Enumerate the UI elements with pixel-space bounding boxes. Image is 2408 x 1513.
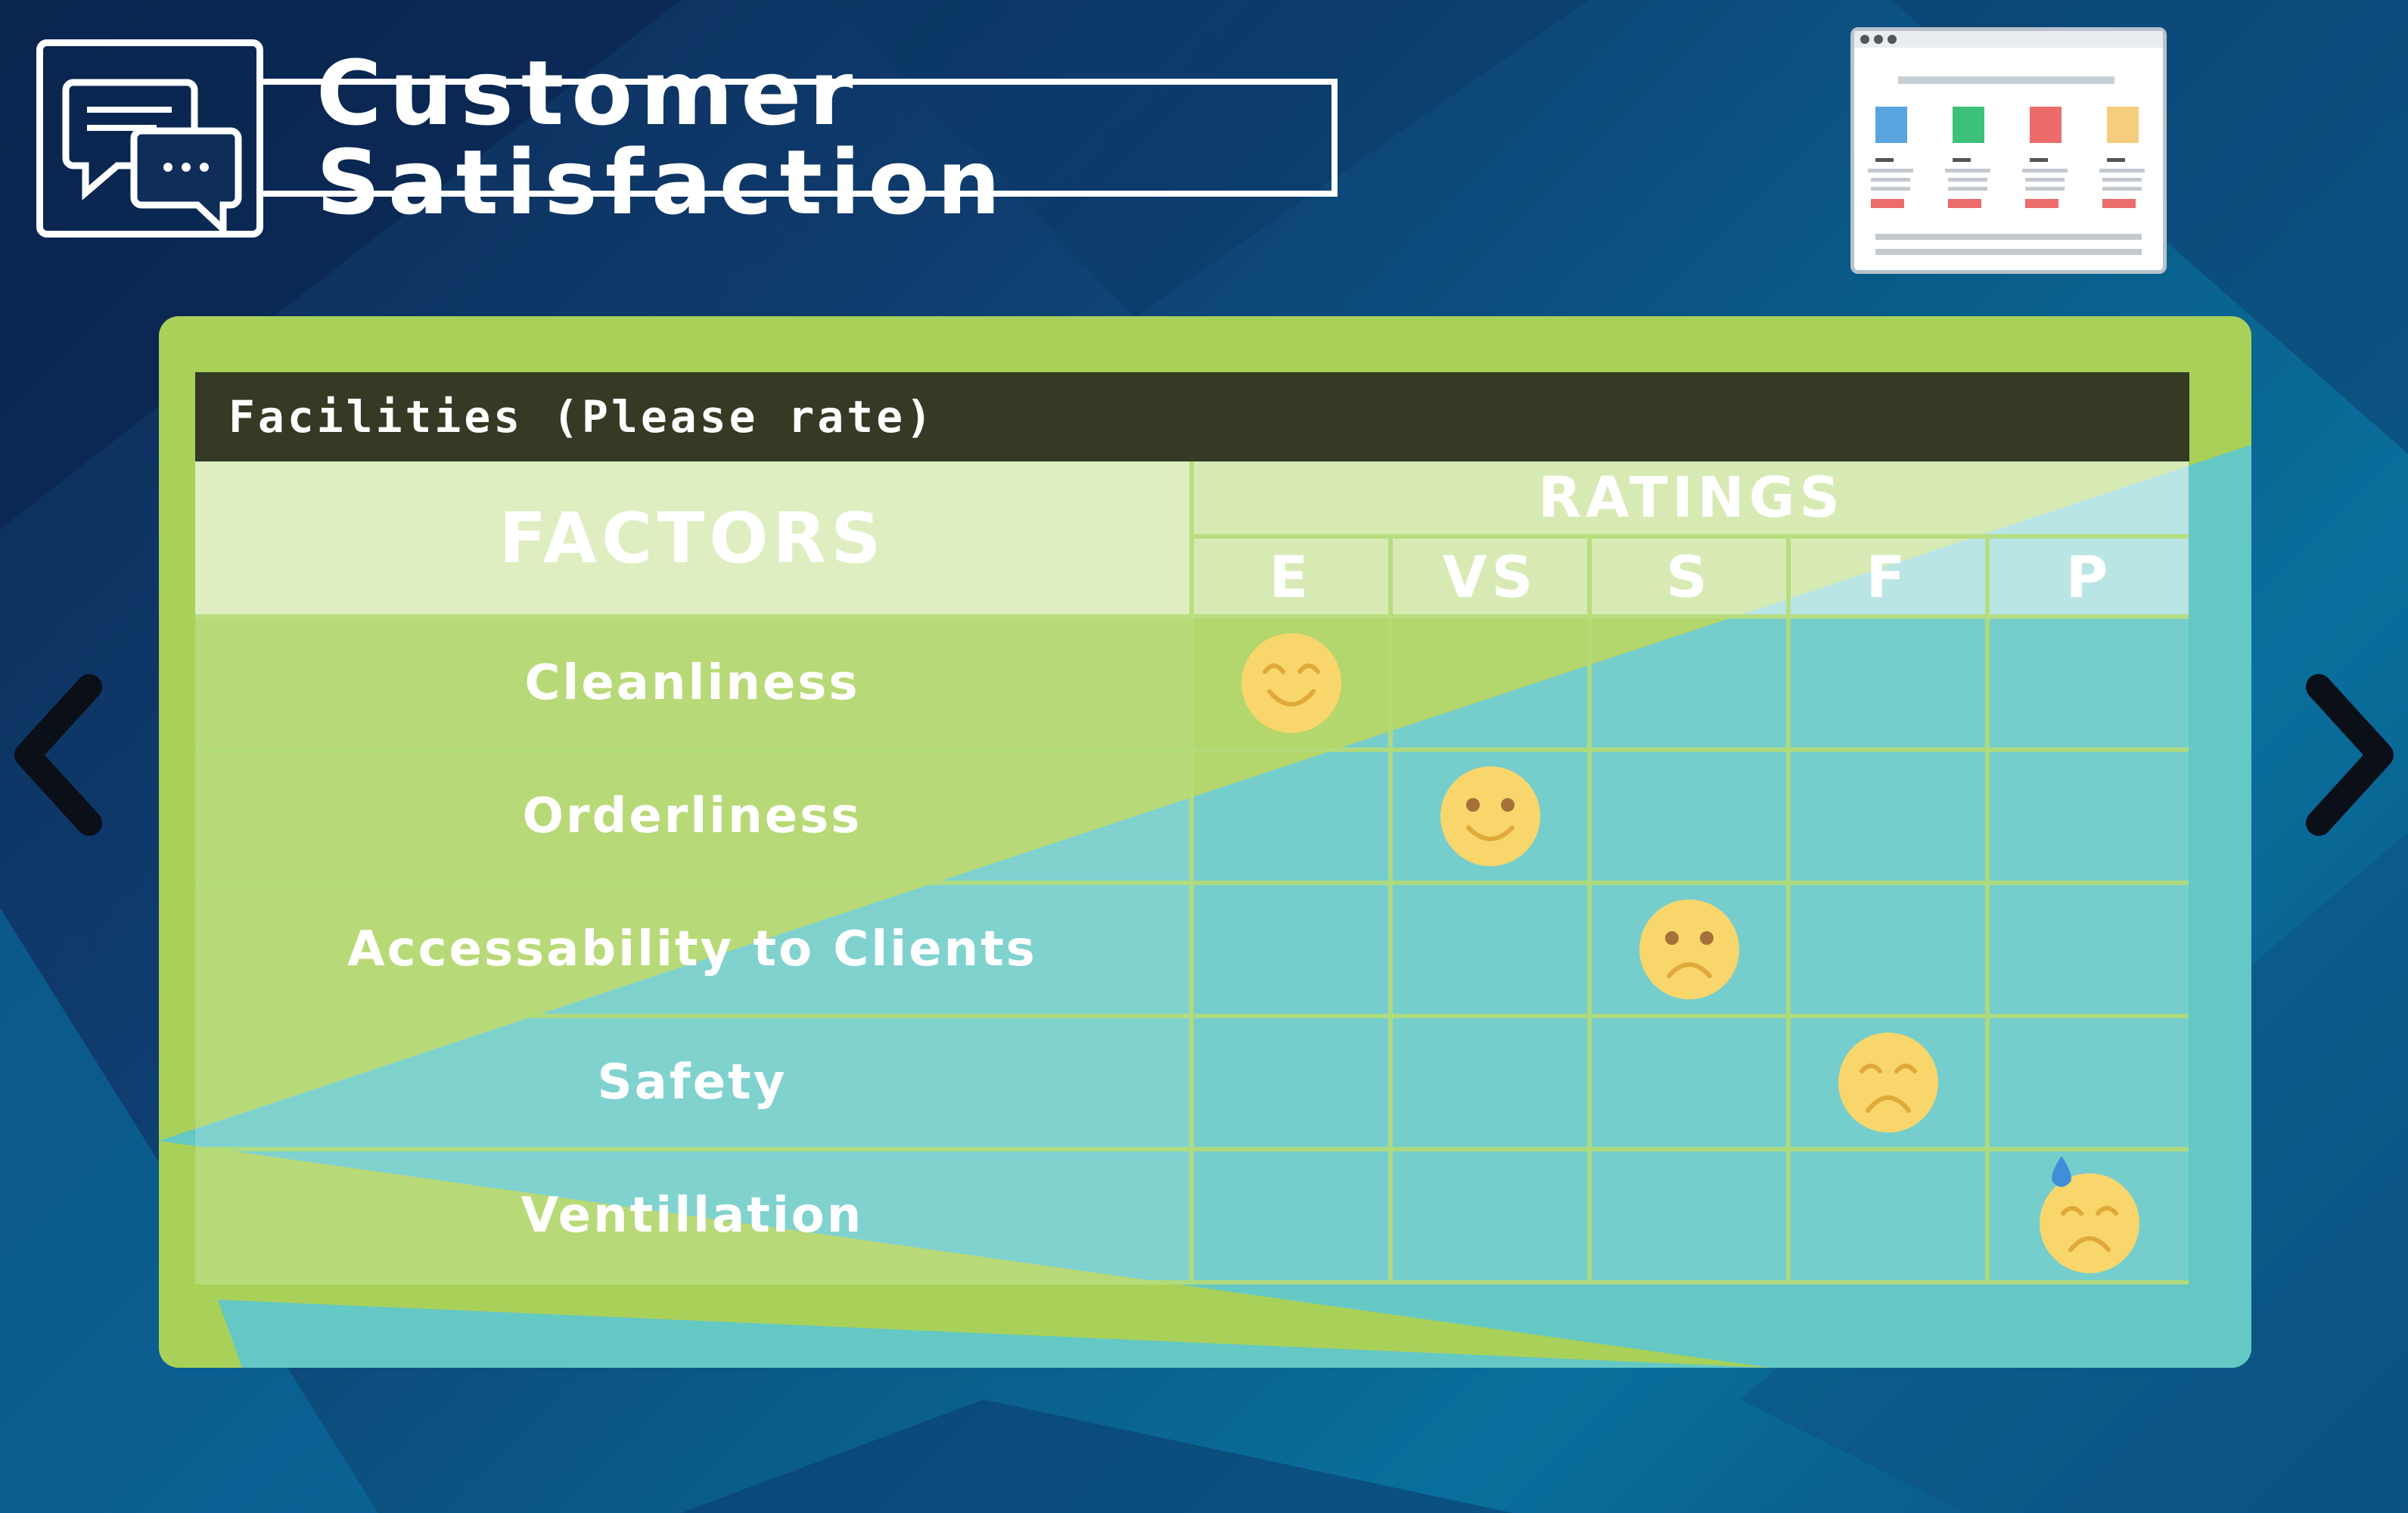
rating-cell-safety-e[interactable] bbox=[1194, 1018, 1393, 1151]
smile-face-icon bbox=[1440, 766, 1540, 866]
rating-cell-orderliness-p[interactable] bbox=[1990, 752, 2189, 885]
section-header: Facilities (Please rate) bbox=[195, 372, 2189, 461]
scale-label: E bbox=[1269, 542, 1313, 610]
chat-icon-box bbox=[36, 39, 263, 238]
scale-label: VS bbox=[1442, 542, 1538, 610]
sad-face-icon bbox=[1838, 1033, 1938, 1132]
rating-cell-cleanliness-f[interactable] bbox=[1791, 619, 1990, 752]
frown-face-icon bbox=[1639, 899, 1739, 999]
ratings-header-label: RATINGS bbox=[1538, 465, 1844, 530]
rating-cell-ventillation-e[interactable] bbox=[1194, 1151, 1393, 1285]
rating-cell-safety-vs[interactable] bbox=[1393, 1018, 1592, 1151]
factor-label: Accessability to Clients bbox=[347, 921, 1037, 977]
rating-cell-orderliness-f[interactable] bbox=[1791, 752, 1990, 885]
table-row-factor: Accessability to Clients bbox=[195, 885, 1194, 1018]
panel-teal-overlay bbox=[159, 445, 2251, 1368]
rating-cell-ventillation-p[interactable] bbox=[1990, 1151, 2189, 1285]
scale-label: F bbox=[1866, 542, 1910, 610]
chat-bubbles-icon bbox=[62, 79, 242, 231]
rating-panel: Facilities (Please rate) FACTORS RATINGS… bbox=[159, 316, 2251, 1368]
table-row-factor: Cleanliness bbox=[195, 619, 1194, 752]
section-title: Facilities (Please rate) bbox=[228, 391, 936, 443]
factor-label: Safety bbox=[597, 1055, 788, 1111]
next-slide-button[interactable] bbox=[2302, 672, 2400, 838]
scale-header-e: E bbox=[1194, 539, 1393, 619]
rating-cell-cleanliness-s[interactable] bbox=[1592, 619, 1791, 752]
table-row-factor: Orderliness bbox=[195, 752, 1194, 885]
rating-cell-accessability-p[interactable] bbox=[1990, 885, 2189, 1018]
rating-cell-accessability-f[interactable] bbox=[1791, 885, 1990, 1018]
rating-table: FACTORS RATINGS E VS S F P Cleanliness bbox=[195, 461, 2189, 1286]
factor-label: Cleanliness bbox=[524, 655, 860, 711]
scale-label: P bbox=[2065, 542, 2113, 610]
rating-cell-safety-f[interactable] bbox=[1791, 1018, 1990, 1151]
rating-cell-cleanliness-vs[interactable] bbox=[1393, 619, 1592, 752]
chevron-right-icon bbox=[2306, 674, 2394, 836]
rating-cell-accessability-s[interactable] bbox=[1592, 885, 1791, 1018]
factors-header: FACTORS bbox=[195, 461, 1194, 619]
rating-cell-accessability-vs[interactable] bbox=[1393, 885, 1592, 1018]
page-title: Customer Satisfaction bbox=[316, 41, 1008, 235]
sweat-sad-face-icon bbox=[2039, 1156, 2139, 1273]
rating-cell-orderliness-e[interactable] bbox=[1194, 752, 1393, 885]
rating-cell-orderliness-s[interactable] bbox=[1592, 752, 1791, 885]
rating-cell-cleanliness-e[interactable] bbox=[1194, 619, 1393, 752]
scale-label: S bbox=[1666, 542, 1712, 610]
factor-label: Orderliness bbox=[522, 788, 862, 844]
rating-cell-ventillation-s[interactable] bbox=[1592, 1151, 1791, 1285]
prev-slide-button[interactable] bbox=[8, 672, 106, 838]
chevron-left-icon bbox=[14, 674, 102, 836]
rating-cell-cleanliness-p[interactable] bbox=[1990, 619, 2189, 752]
rating-cell-ventillation-f[interactable] bbox=[1791, 1151, 1990, 1285]
rating-cell-accessability-e[interactable] bbox=[1194, 885, 1393, 1018]
scale-header-f: F bbox=[1791, 539, 1990, 619]
title-box: Customer Satisfaction bbox=[263, 48, 1338, 227]
table-row-factor: Ventillation bbox=[195, 1151, 1194, 1285]
rating-cell-ventillation-vs[interactable] bbox=[1393, 1151, 1592, 1285]
scale-header-vs: VS bbox=[1393, 539, 1592, 619]
browser-window-icon bbox=[1850, 27, 2167, 274]
ratings-header: RATINGS bbox=[1194, 461, 2189, 539]
rating-cell-safety-p[interactable] bbox=[1990, 1018, 2189, 1151]
grin-face-icon bbox=[1241, 633, 1341, 733]
factor-label: Ventillation bbox=[520, 1188, 864, 1244]
table-row-factor: Safety bbox=[195, 1018, 1194, 1151]
scale-header-p: P bbox=[1990, 539, 2189, 619]
scale-header-s: S bbox=[1592, 539, 1791, 619]
rating-cell-safety-s[interactable] bbox=[1592, 1018, 1791, 1151]
factors-header-label: FACTORS bbox=[499, 497, 886, 579]
rating-cell-orderliness-vs[interactable] bbox=[1393, 752, 1592, 885]
